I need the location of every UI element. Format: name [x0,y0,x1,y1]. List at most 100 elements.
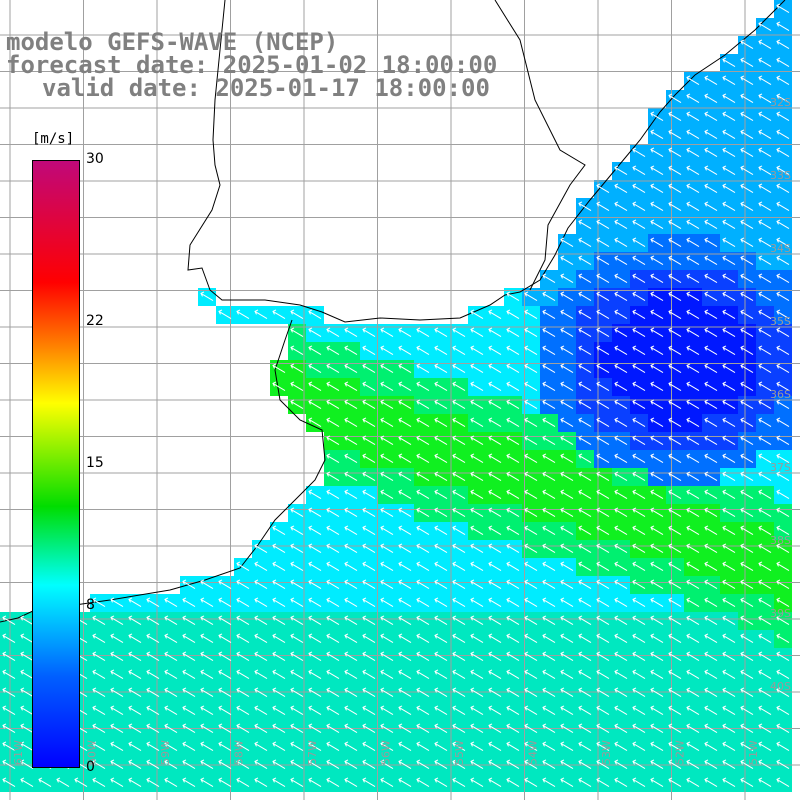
wind-arrow [542,382,556,392]
wind-arrow [434,364,448,374]
wind-arrow-head [326,615,331,621]
wind-arrow-head [578,219,583,225]
wind-arrow [470,598,484,608]
wind-arrow-head [542,489,547,495]
wind-arrow [398,562,412,572]
wind-arrow [614,580,628,590]
wind-arrow-head [380,759,385,765]
wind-arrow-head [254,651,259,657]
wind-arrow-head [398,687,403,693]
wind-arrow [758,292,772,302]
wind-arrow [596,544,610,554]
wind-arrow [560,436,574,446]
wind-arrow-head [290,615,295,621]
wind-arrow [290,526,304,536]
wind-arrow-head [434,327,439,333]
wind-arrow-head [92,759,97,765]
wind-arrow [110,760,124,770]
wind-arrow [470,472,484,482]
wind-arrow [200,760,214,770]
wind-arrow-head [146,759,151,765]
wind-arrow-head [686,417,691,423]
wind-arrow-head [758,165,763,171]
wind-arrow-head [776,615,781,621]
wind-arrow-head [200,669,205,675]
wind-arrow [344,778,358,788]
wind-arrow [488,724,502,734]
wind-arrow [578,724,592,734]
wind-arrow-head [398,399,403,405]
wind-arrow-head [722,561,727,567]
wind-arrow-head [488,651,493,657]
wind-arrow-head [614,309,619,315]
wind-arrow-head [416,777,421,783]
wind-arrow-head [704,615,709,621]
wind-arrow-head [560,273,565,279]
wind-arrow [704,382,718,392]
wind-arrow-head [614,687,619,693]
wind-arrow [686,616,700,626]
wind-arrow [686,598,700,608]
wind-arrow [452,562,466,572]
wind-arrow-head [416,399,421,405]
wind-arrow [686,310,700,320]
wind-arrow-head [254,597,259,603]
wind-arrow [272,706,286,716]
wind-arrow [758,382,772,392]
wind-arrow [488,778,502,788]
wind-arrow [560,490,574,500]
wind-arrow-head [2,687,7,693]
wind-arrow [578,400,592,410]
wind-arrow-head [470,327,475,333]
wind-arrow [776,454,790,464]
wind-arrow [164,706,178,716]
wind-arrow [524,742,538,752]
wind-arrow-head [650,237,655,243]
wind-arrow-head [452,453,457,459]
wind-arrow-head [686,633,691,639]
wind-arrow-head [740,165,745,171]
wind-arrow [218,310,232,320]
wind-arrow [344,508,358,518]
wind-arrow-head [344,687,349,693]
wind-arrow [668,472,682,482]
wind-arrow-head [776,651,781,657]
wind-arrow [506,724,520,734]
wind-arrow [38,778,52,788]
wind-arrow-head [686,273,691,279]
wind-arrow [128,724,142,734]
wind-arrow [344,472,358,482]
wind-arrow [686,562,700,572]
wind-arrow [470,508,484,518]
wind-arrow-head [416,705,421,711]
wind-arrow [542,724,556,734]
wind-arrow-head [290,759,295,765]
wind-arrow-head [596,255,601,261]
wind-arrow-head [668,417,673,423]
wind-arrow-head [704,723,709,729]
wind-arrow [560,274,574,284]
wind-arrow [398,436,412,446]
wind-arrow-head [380,579,385,585]
wind-arrow-head [686,777,691,783]
wind-arrow [362,616,376,626]
wind-arrow-head [2,705,7,711]
wind-arrow-head [614,543,619,549]
wind-arrow-head [398,435,403,441]
wind-arrow [740,436,754,446]
wind-arrow [704,112,718,122]
wind-arrow [398,508,412,518]
wind-arrow-head [560,525,565,531]
wind-arrow [632,418,646,428]
wind-arrow-head [542,525,547,531]
wind-arrow-head [236,705,241,711]
wind-arrow-head [668,687,673,693]
wind-arrow-head [74,777,79,783]
wind-arrow [776,328,790,338]
wind-arrow [650,418,664,428]
wind-arrow [200,580,214,590]
wind-arrow [740,400,754,410]
wind-arrow-head [542,651,547,657]
wind-arrow [722,616,736,626]
wind-arrow [578,382,592,392]
